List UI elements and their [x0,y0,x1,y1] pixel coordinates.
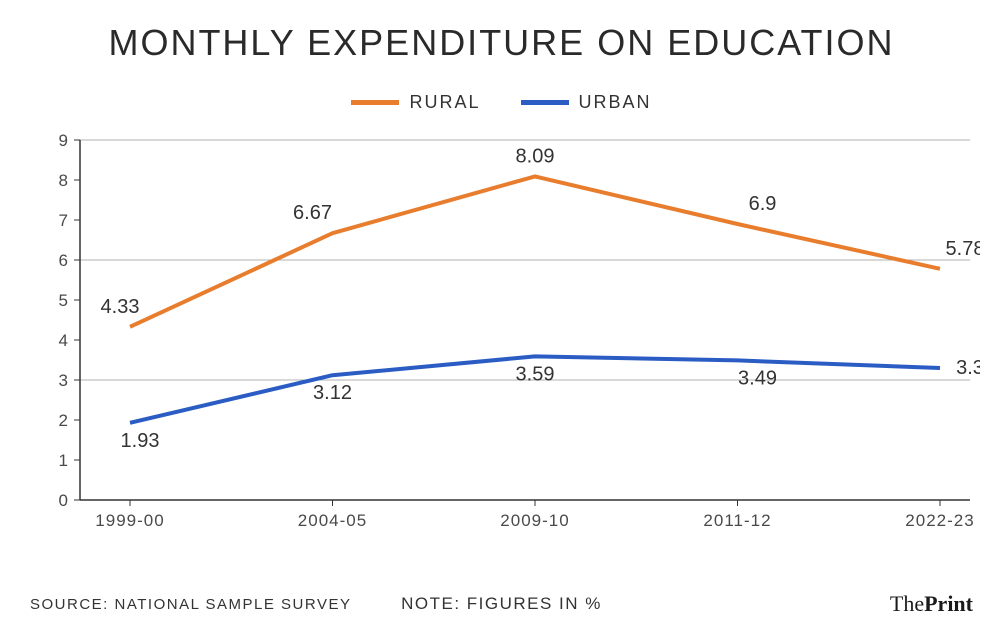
svg-text:5.78: 5.78 [946,238,980,260]
svg-text:2: 2 [59,411,68,430]
svg-text:1.93: 1.93 [121,430,160,452]
svg-text:3.12: 3.12 [313,382,352,404]
svg-text:3.3: 3.3 [956,357,980,379]
svg-text:6.9: 6.9 [749,193,777,215]
legend-rural-label: RURAL [409,92,480,113]
svg-text:1: 1 [59,451,68,470]
footer: SOURCE: NATIONAL SAMPLE SURVEY NOTE: FIG… [0,591,1003,617]
publisher-logo: ThePrint [890,591,973,617]
svg-text:6.67: 6.67 [293,202,332,224]
legend-rural: RURAL [351,92,480,113]
svg-text:2011-12: 2011-12 [703,511,771,530]
svg-text:7: 7 [59,211,68,230]
svg-text:3.49: 3.49 [738,367,777,389]
chart-area: 0 1 2 3 4 5 6 7 8 9 1999-00 2004-05 2009-10 2011-12 20… [30,130,980,530]
legend: RURAL URBAN [0,92,1003,113]
svg-text:0: 0 [59,491,68,510]
svg-text:1999-00: 1999-00 [95,511,164,530]
svg-text:5: 5 [59,291,68,310]
logo-the: The [890,591,924,616]
svg-text:6: 6 [59,251,68,270]
chart-title: MONTHLY EXPENDITURE ON EDUCATION [0,0,1003,64]
svg-text:8.09: 8.09 [516,145,555,167]
chart-svg: 0 1 2 3 4 5 6 7 8 9 1999-00 2004-05 2009-10 2011-12 20… [30,130,980,530]
svg-text:2009-10: 2009-10 [500,511,569,530]
swatch-rural [351,100,399,105]
legend-urban-label: URBAN [579,92,652,113]
source-text: SOURCE: NATIONAL SAMPLE SURVEY [30,596,351,613]
svg-text:3.59: 3.59 [516,363,555,385]
logo-print: Print [924,591,973,616]
svg-text:4.33: 4.33 [101,296,140,318]
svg-text:4: 4 [59,331,68,350]
swatch-urban [521,100,569,105]
svg-text:9: 9 [59,131,68,150]
svg-text:2004-05: 2004-05 [298,511,367,530]
svg-text:3: 3 [59,371,68,390]
svg-text:8: 8 [59,171,68,190]
note-text: NOTE: FIGURES IN % [401,594,602,614]
legend-urban: URBAN [521,92,652,113]
svg-text:2022-23: 2022-23 [905,511,974,530]
